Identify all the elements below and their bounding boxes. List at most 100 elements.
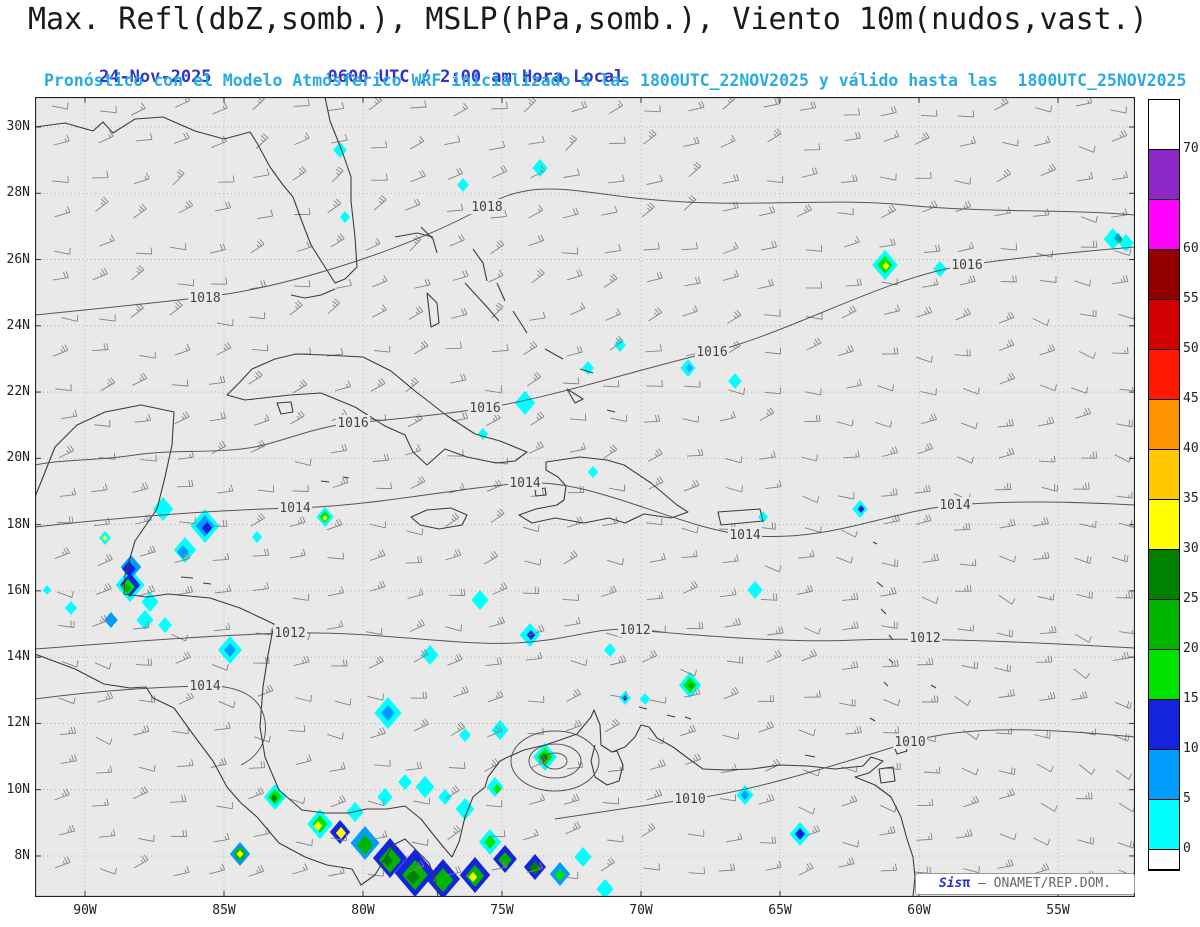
isobar-label: 1016 xyxy=(469,401,500,416)
reflectivity-cell xyxy=(65,601,77,615)
colorbar-segment xyxy=(1149,300,1179,350)
reflectivity-cell xyxy=(313,821,323,831)
isobar-label-mask xyxy=(728,527,762,542)
lat-tick-label: 16N xyxy=(6,582,30,598)
isobar-label-mask xyxy=(278,500,312,515)
isobar-label: 1018 xyxy=(471,200,502,215)
colorbar-segment xyxy=(1149,450,1179,500)
isobar-label: 1012 xyxy=(274,626,305,641)
reflectivity-cell xyxy=(236,850,244,858)
reflectivity-cell xyxy=(136,610,154,630)
lon-tick-label: 65W xyxy=(768,903,792,918)
chart-datetime: 24-Nov-2025 0600 UTC / 2:00 am Hora Local xyxy=(58,47,624,107)
reflectivity-cell xyxy=(857,505,865,513)
colorbar-segment xyxy=(1149,250,1179,300)
colorbar-tick-label: 5 xyxy=(1183,791,1191,806)
colorbar-tick-label: 60 xyxy=(1183,241,1199,256)
reflectivity-cell xyxy=(224,643,236,657)
reflectivity-cell xyxy=(728,373,742,389)
reflectivity-cell xyxy=(596,879,614,897)
reflectivity-cell xyxy=(158,617,172,633)
colorbar-tick-label: 35 xyxy=(1183,491,1199,506)
reflectivity-cell xyxy=(339,211,351,223)
isobar-label-mask xyxy=(908,630,942,645)
reflectivity-cell xyxy=(335,827,347,839)
isobar-label-mask xyxy=(336,415,370,430)
colorbar-tick-label: 70 xyxy=(1183,141,1199,156)
isobar-label: 1014 xyxy=(509,476,540,491)
reflectivity-cell xyxy=(432,868,454,892)
reflectivity-cell xyxy=(574,847,592,867)
isobar-label-mask xyxy=(273,625,307,640)
branding-box: Sisπ – ONAMET/REP.DOM. xyxy=(915,873,1135,895)
colorbar-segment xyxy=(1149,350,1179,400)
isobar-label: 1016 xyxy=(696,345,727,360)
lat-tick-label: 22N xyxy=(6,384,30,400)
reflectivity-cell xyxy=(377,788,393,806)
isobar-label: 1018 xyxy=(189,291,220,306)
reflectivity-cell xyxy=(438,789,452,805)
lon-tick-label: 75W xyxy=(490,903,514,918)
lat-tick-label: 28N xyxy=(6,185,30,201)
lat-tick-label: 12N xyxy=(6,715,30,731)
reflectivity-cell xyxy=(587,466,599,478)
lon-tick-label: 60W xyxy=(907,903,931,918)
lat-tick-label: 8N xyxy=(14,847,30,863)
reflectivity-cell xyxy=(356,835,374,855)
isobar-label-mask xyxy=(468,400,502,415)
reflectivity-cell xyxy=(201,522,213,534)
reflectivity-cell xyxy=(747,581,763,599)
lon-tick-label: 70W xyxy=(629,903,653,918)
isobar-label-mask xyxy=(938,497,972,512)
model-info: Pronóstico con el Modelo Atmósferico WRF… xyxy=(44,71,1187,90)
reflectivity-cell xyxy=(526,630,536,640)
colorbar-segment xyxy=(1149,400,1179,450)
reflectivity-cell xyxy=(381,705,395,721)
chart-title: Max. Refl(dbZ,somb.), MSLP(hPa,somb.), V… xyxy=(28,2,1148,37)
lat-tick-label: 24N xyxy=(6,317,30,333)
isobar-label-mask xyxy=(950,257,984,272)
reflectivity-cell xyxy=(406,869,420,885)
colorbar-tick-label: 40 xyxy=(1183,441,1199,456)
colorbar-segment xyxy=(1149,200,1179,250)
valid-date: 24-Nov-2025 xyxy=(98,67,212,87)
lat-tick-label: 14N xyxy=(6,649,30,665)
reflectivity-cell xyxy=(457,178,469,192)
reflectivity-cell xyxy=(882,262,890,270)
colorbar-tick-label: 45 xyxy=(1183,391,1199,406)
colorbar-segment xyxy=(1149,600,1179,650)
isobar-label: 1012 xyxy=(619,623,650,638)
reflectivity-cell xyxy=(685,364,693,372)
grid-layer xyxy=(35,97,1135,897)
isobar-label-mask xyxy=(508,475,542,490)
colorbar-tick-label: 25 xyxy=(1183,591,1199,606)
reflectivity-cell xyxy=(794,828,806,840)
reflectivity-cell xyxy=(102,535,108,541)
reflectivity-cell xyxy=(491,720,509,740)
reflectivity-colorbar xyxy=(1148,99,1180,871)
reflectivity-cell xyxy=(455,798,475,820)
colorbar-segment xyxy=(1149,150,1179,200)
reflectivity-cell xyxy=(1117,237,1123,243)
coastline-layer xyxy=(35,97,937,897)
colorbar-tick-label: 0 xyxy=(1183,841,1191,856)
isobar-label-mask xyxy=(673,791,707,806)
reflectivity-cell xyxy=(532,159,548,177)
colorbar-segment xyxy=(1149,550,1179,600)
colorbar-tick-label: 10 xyxy=(1183,741,1199,756)
lat-tick-label: 30N xyxy=(6,119,30,134)
lon-tick-label: 55W xyxy=(1046,903,1070,918)
branding-org: – ONAMET/REP.DOM. xyxy=(970,876,1112,891)
colorbar-segment xyxy=(1149,850,1179,870)
lat-tick-label: 26N xyxy=(6,251,30,267)
reflectivity-cell xyxy=(415,776,435,798)
lon-tick-label: 85W xyxy=(212,903,236,918)
map-frame xyxy=(35,97,1135,897)
isobar-label-mask xyxy=(893,734,927,749)
reflectivity-cell xyxy=(322,515,328,521)
reflectivity-cell xyxy=(582,361,594,375)
colorbar-segment xyxy=(1149,100,1179,150)
isobar-label: 1012 xyxy=(909,631,940,646)
colorbar-segment xyxy=(1149,750,1179,800)
